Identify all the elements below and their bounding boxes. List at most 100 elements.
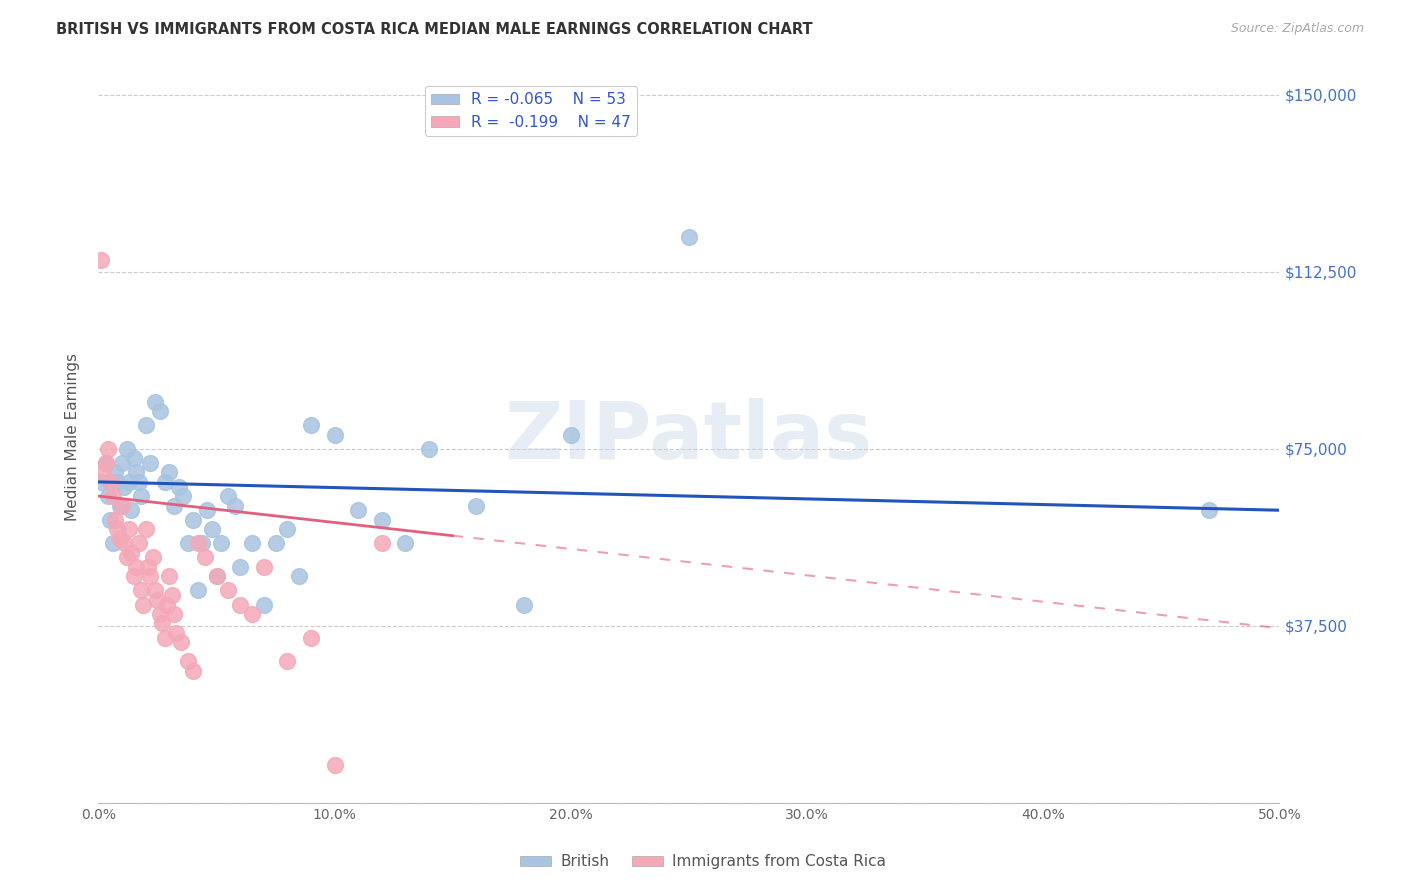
- Point: [153, 475, 176, 489]
- Point: [678, 229, 700, 244]
- Point: [240, 536, 263, 550]
- Point: [139, 569, 162, 583]
- Point: [118, 522, 141, 536]
- Point: [129, 583, 152, 598]
- Point: [217, 489, 239, 503]
- Point: [371, 513, 394, 527]
- Point: [512, 598, 534, 612]
- Point: [177, 654, 200, 668]
- Point: [209, 536, 232, 550]
- Point: [132, 598, 155, 612]
- Point: [240, 607, 263, 621]
- Y-axis label: Median Male Earnings: Median Male Earnings: [65, 353, 80, 521]
- Point: [108, 499, 131, 513]
- Point: [191, 536, 214, 550]
- Point: [122, 451, 145, 466]
- Point: [205, 569, 228, 583]
- Point: [139, 456, 162, 470]
- Point: [104, 513, 127, 527]
- Point: [112, 480, 135, 494]
- Point: [112, 536, 135, 550]
- Point: [153, 631, 176, 645]
- Point: [128, 536, 150, 550]
- Point: [101, 536, 124, 550]
- Point: [194, 550, 217, 565]
- Point: [129, 489, 152, 503]
- Point: [111, 499, 134, 513]
- Text: Source: ZipAtlas.com: Source: ZipAtlas.com: [1230, 22, 1364, 36]
- Point: [201, 522, 224, 536]
- Point: [195, 503, 218, 517]
- Point: [160, 588, 183, 602]
- Point: [465, 499, 488, 513]
- Point: [323, 427, 346, 442]
- Point: [264, 536, 287, 550]
- Point: [118, 475, 141, 489]
- Point: [143, 583, 166, 598]
- Legend: R = -0.065    N = 53, R =  -0.199    N = 47: R = -0.065 N = 53, R = -0.199 N = 47: [425, 87, 637, 136]
- Point: [229, 559, 252, 574]
- Point: [94, 456, 117, 470]
- Point: [347, 503, 370, 517]
- Point: [181, 664, 204, 678]
- Point: [167, 480, 190, 494]
- Point: [121, 503, 143, 517]
- Point: [560, 427, 582, 442]
- Point: [98, 475, 121, 489]
- Point: [165, 626, 187, 640]
- Point: [163, 499, 186, 513]
- Point: [149, 607, 172, 621]
- Point: [187, 583, 209, 598]
- Point: [105, 475, 128, 489]
- Point: [150, 616, 173, 631]
- Point: [104, 466, 127, 480]
- Point: [181, 513, 204, 527]
- Point: [1198, 503, 1220, 517]
- Point: [125, 559, 148, 574]
- Point: [128, 475, 150, 489]
- Point: [105, 522, 128, 536]
- Point: [97, 442, 120, 456]
- Point: [276, 522, 298, 536]
- Point: [170, 635, 193, 649]
- Point: [187, 536, 209, 550]
- Point: [143, 394, 166, 409]
- Point: [163, 607, 186, 621]
- Point: [94, 456, 117, 470]
- Legend: British, Immigrants from Costa Rica: British, Immigrants from Costa Rica: [515, 848, 891, 875]
- Point: [177, 536, 200, 550]
- Point: [205, 569, 228, 583]
- Point: [394, 536, 416, 550]
- Point: [90, 253, 112, 268]
- Point: [299, 418, 322, 433]
- Point: [253, 598, 276, 612]
- Point: [115, 550, 138, 565]
- Text: ZIPatlas: ZIPatlas: [505, 398, 873, 476]
- Point: [91, 466, 114, 480]
- Point: [276, 654, 298, 668]
- Point: [157, 466, 180, 480]
- Text: BRITISH VS IMMIGRANTS FROM COSTA RICA MEDIAN MALE EARNINGS CORRELATION CHART: BRITISH VS IMMIGRANTS FROM COSTA RICA ME…: [56, 22, 813, 37]
- Point: [371, 536, 394, 550]
- Point: [122, 569, 145, 583]
- Point: [217, 583, 239, 598]
- Point: [172, 489, 194, 503]
- Point: [229, 598, 252, 612]
- Point: [101, 489, 124, 503]
- Point: [98, 513, 121, 527]
- Point: [135, 522, 157, 536]
- Point: [157, 569, 180, 583]
- Point: [156, 598, 179, 612]
- Point: [323, 758, 346, 772]
- Point: [253, 559, 276, 574]
- Point: [288, 569, 311, 583]
- Point: [125, 466, 148, 480]
- Point: [108, 532, 131, 546]
- Point: [135, 418, 157, 433]
- Point: [121, 546, 143, 560]
- Point: [146, 593, 169, 607]
- Point: [418, 442, 440, 456]
- Point: [90, 475, 112, 489]
- Point: [111, 456, 134, 470]
- Point: [115, 442, 138, 456]
